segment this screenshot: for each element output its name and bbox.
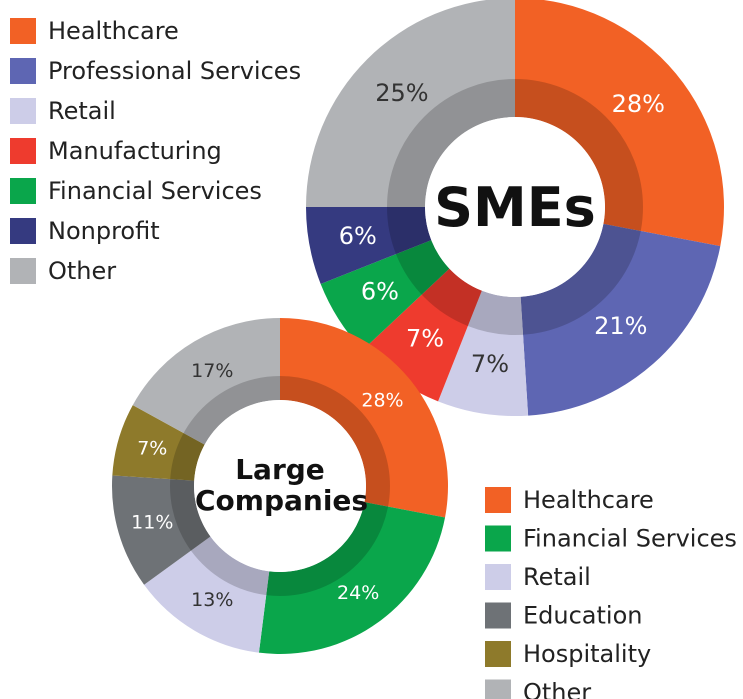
data-label: 17% [191, 360, 233, 382]
data-label: 11% [131, 512, 173, 534]
slice [144, 536, 270, 653]
legend-label: Nonprofit [48, 217, 160, 245]
data-label: 7% [406, 324, 444, 352]
legend-label: Financial Services [48, 177, 262, 205]
legend-label: Other [523, 679, 591, 699]
data-label: 21% [594, 312, 647, 340]
legend-swatch [485, 679, 511, 699]
legend-label: Professional Services [48, 57, 301, 85]
slice [438, 290, 529, 416]
slice [520, 223, 721, 416]
legend-swatch [485, 487, 511, 513]
data-label: 28% [361, 390, 403, 412]
slice [306, 207, 432, 284]
legend-swatch [485, 602, 511, 629]
legend-swatch [10, 58, 36, 84]
slice [112, 475, 211, 585]
slice [515, 0, 724, 247]
data-label: 6% [361, 278, 399, 306]
data-label: 6% [339, 222, 377, 250]
inner-band [170, 376, 390, 596]
legend-label: Hospitality [523, 640, 651, 668]
legend-swatch [10, 178, 36, 204]
slice [112, 405, 205, 481]
inner-band [387, 79, 643, 335]
legend-swatch [485, 525, 511, 552]
data-label: 13% [191, 589, 233, 611]
chart-title: SMEs [434, 175, 596, 239]
slice [320, 240, 450, 351]
legend-swatch [10, 258, 36, 284]
legend-swatch [485, 641, 511, 667]
legend-label: Retail [523, 563, 591, 591]
slice [258, 502, 446, 654]
hole [425, 117, 605, 297]
slice [306, 0, 515, 207]
legend-label: Retail [48, 97, 116, 125]
data-label: 24% [337, 582, 379, 604]
data-label: 25% [375, 79, 428, 107]
legend-label: Other [48, 257, 116, 285]
legend-swatch [10, 18, 36, 44]
legend-swatch [485, 564, 511, 590]
data-label: 28% [612, 90, 665, 118]
legend-label: Financial Services [523, 525, 737, 553]
legend-swatch [10, 218, 36, 244]
legend-label: Education [523, 602, 642, 630]
legend-label: Manufacturing [48, 137, 222, 165]
slice [280, 318, 448, 518]
legend-label: Healthcare [48, 17, 179, 45]
slice [132, 318, 280, 445]
data-label: 7% [471, 350, 509, 378]
hole [194, 400, 366, 572]
legend-swatch [10, 98, 36, 124]
chart-title: Large Companies [195, 453, 369, 517]
data-label: 7% [137, 437, 167, 459]
legend-label: Healthcare [523, 486, 654, 514]
legend-swatch [10, 138, 36, 164]
